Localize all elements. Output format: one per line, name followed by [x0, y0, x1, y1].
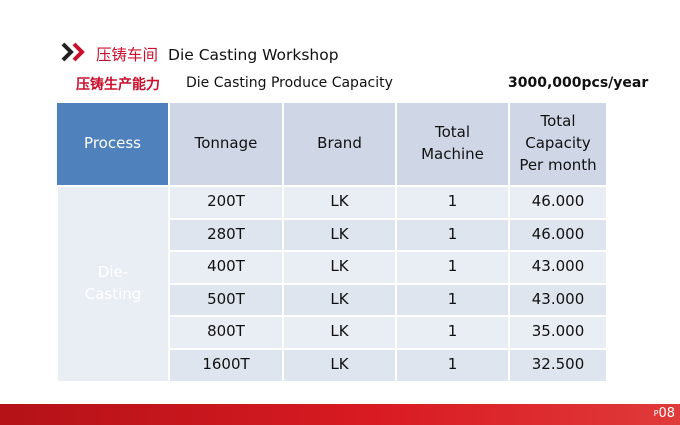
capacity-table: Process Tonnage Brand Total Machine Total… — [56, 103, 606, 381]
double-chevron-icon — [61, 42, 87, 62]
capacity-cell: 35.000 — [509, 316, 606, 349]
column-header-total-machine: Total Machine — [396, 103, 509, 186]
section-label-en: Die Casting Produce Capacity — [186, 75, 393, 91]
tonnage-cell: 400T — [169, 251, 283, 284]
total-machine-cell: 1 — [396, 316, 509, 349]
brand-cell: LK — [283, 219, 396, 252]
annual-capacity: 3000,000pcs/year — [508, 75, 648, 91]
table-header-row: Process Tonnage Brand Total Machine Total… — [57, 103, 606, 186]
footer-bar — [0, 404, 680, 425]
brand-cell: LK — [283, 349, 396, 382]
tonnage-cell: 500T — [169, 284, 283, 317]
page-title-cn: 压铸车间 — [96, 46, 158, 64]
page-number-value: 08 — [658, 406, 675, 421]
column-header-brand: Brand — [283, 103, 396, 186]
capacity-cell: 32.500 — [509, 349, 606, 382]
total-machine-cell: 1 — [396, 251, 509, 284]
column-header-total-capacity: Total Capacity Per month — [509, 103, 606, 186]
tonnage-cell: 1600T — [169, 349, 283, 382]
tonnage-cell: 280T — [169, 219, 283, 252]
process-value-cell: Die- Casting — [57, 186, 169, 381]
page-title: 压铸车间 Die Casting Workshop — [96, 43, 339, 65]
page-title-en: Die Casting Workshop — [168, 46, 339, 64]
brand-cell: LK — [283, 186, 396, 219]
table-row: Die- Casting 200T LK 1 46.000 — [57, 186, 606, 219]
page-number: P08 — [654, 406, 675, 421]
total-machine-cell: 1 — [396, 219, 509, 252]
capacity-cell: 46.000 — [509, 186, 606, 219]
tonnage-cell: 200T — [169, 186, 283, 219]
tonnage-cell: 800T — [169, 316, 283, 349]
section-label-cn: 压铸生产能力 — [76, 74, 160, 94]
process-header-cell: Process — [57, 103, 169, 186]
total-machine-cell: 1 — [396, 284, 509, 317]
total-machine-cell: 1 — [396, 186, 509, 219]
brand-cell: LK — [283, 251, 396, 284]
total-machine-cell: 1 — [396, 349, 509, 382]
column-header-tonnage: Tonnage — [169, 103, 283, 186]
brand-cell: LK — [283, 316, 396, 349]
capacity-cell: 46.000 — [509, 219, 606, 252]
capacity-cell: 43.000 — [509, 284, 606, 317]
brand-cell: LK — [283, 284, 396, 317]
capacity-cell: 43.000 — [509, 251, 606, 284]
